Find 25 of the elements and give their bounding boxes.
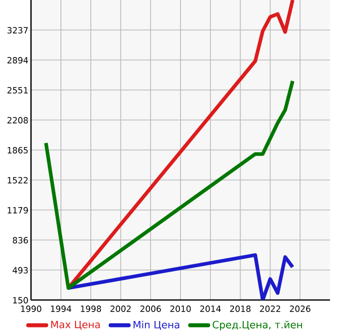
y-tick-label: 493 (12, 267, 28, 274)
legend-label: Max Цена (51, 320, 100, 330)
x-tick-label: 1994 (51, 306, 72, 312)
y-tick-label: 1865 (8, 147, 28, 154)
x-tick-label: 1998 (80, 306, 102, 312)
x-tick-label: 2026 (290, 306, 310, 312)
x-tick-label: 2002 (110, 306, 131, 312)
legend-label: Min Цена (134, 320, 180, 330)
y-tick-label: 1179 (8, 207, 28, 214)
x-tick-label: 2014 (200, 306, 221, 312)
line-series (66, 253, 294, 300)
y-tick-label: 2208 (7, 117, 28, 124)
y-tick-label: 836 (12, 237, 28, 244)
x-tick-label: 2018 (230, 306, 251, 312)
y-tick-label: 150 (13, 297, 28, 304)
x-tick-label: 2022 (260, 306, 280, 312)
x-tick-label: 2010 (170, 306, 191, 312)
x-tick-label: 2006 (140, 306, 161, 312)
y-tick-label: 2894 (7, 57, 28, 64)
y-tick-label: 1522 (8, 177, 28, 184)
y-tick-label: 3237 (7, 27, 28, 34)
y-tick-label: 2551 (7, 87, 28, 94)
legend-label: Сред.Цена, т.йен (212, 320, 302, 330)
x-tick-label: 1990 (21, 306, 42, 312)
line-series (44, 79, 294, 290)
